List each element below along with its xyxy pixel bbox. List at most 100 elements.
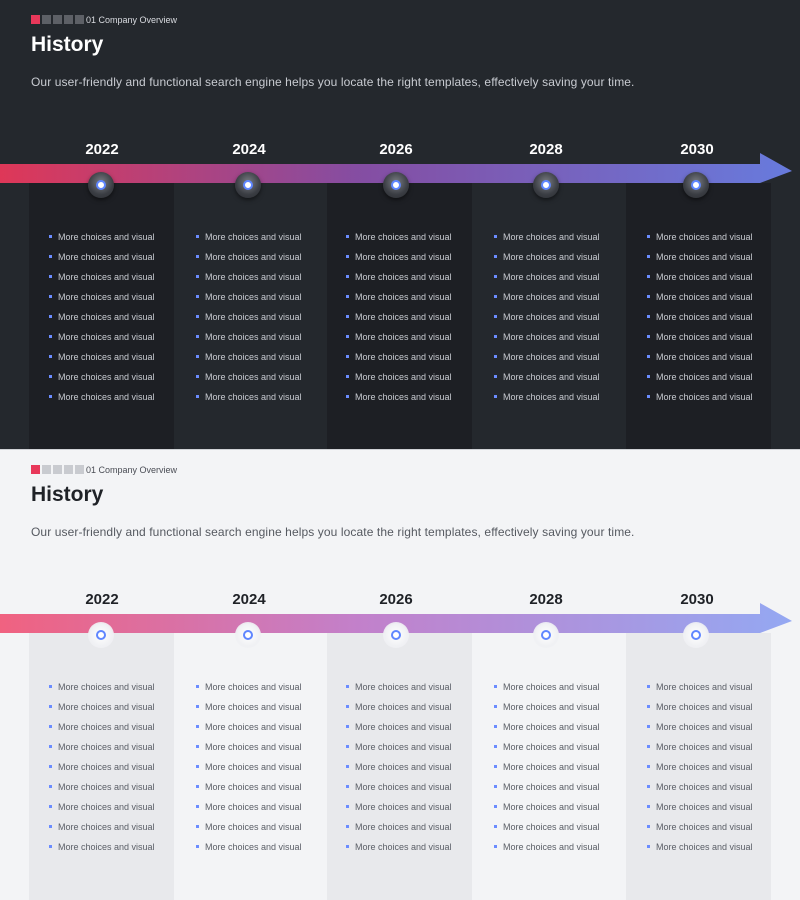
timeline-arrow xyxy=(0,603,792,633)
item-list: More choices and visual More choices and … xyxy=(494,682,639,862)
list-item: More choices and visual xyxy=(49,842,194,862)
list-item-text: More choices and visual xyxy=(656,802,753,812)
bullet-icon xyxy=(346,705,349,708)
list-item: More choices and visual xyxy=(49,332,194,352)
list-item: More choices and visual xyxy=(647,822,792,842)
list-item-text: More choices and visual xyxy=(58,782,155,792)
bullet-icon xyxy=(49,355,52,358)
timeline-column xyxy=(29,183,174,450)
list-item-text: More choices and visual xyxy=(355,782,452,792)
list-item-text: More choices and visual xyxy=(205,232,302,242)
list-item-text: More choices and visual xyxy=(503,702,600,712)
list-item-text: More choices and visual xyxy=(503,682,600,692)
list-item-text: More choices and visual xyxy=(656,332,753,342)
list-item: More choices and visual xyxy=(346,682,491,702)
year-label: 2022 xyxy=(85,141,119,158)
list-item-text: More choices and visual xyxy=(58,682,155,692)
section-label: 01 Company Overview xyxy=(86,465,178,475)
list-item: More choices and visual xyxy=(494,372,639,392)
bullet-icon xyxy=(196,825,199,828)
list-item: More choices and visual xyxy=(494,292,639,312)
list-item: More choices and visual xyxy=(494,742,639,762)
list-item: More choices and visual xyxy=(196,272,341,292)
bullet-icon xyxy=(647,335,650,338)
bullet-icon xyxy=(196,235,199,238)
bullet-icon xyxy=(494,765,497,768)
bullet-icon xyxy=(647,235,650,238)
list-item: More choices and visual xyxy=(494,272,639,292)
list-item-text: More choices and visual xyxy=(503,332,600,342)
bullet-icon xyxy=(346,235,349,238)
list-item-text: More choices and visual xyxy=(503,372,600,382)
timeline-marker xyxy=(235,622,261,648)
bullet-icon xyxy=(346,825,349,828)
list-item-text: More choices and visual xyxy=(656,742,753,752)
list-item-text: More choices and visual xyxy=(656,272,753,282)
list-item: More choices and visual xyxy=(494,842,639,862)
list-item: More choices and visual xyxy=(196,802,341,822)
list-item: More choices and visual xyxy=(49,702,194,722)
bullet-icon xyxy=(494,375,497,378)
list-item: More choices and visual xyxy=(346,762,491,782)
bullet-icon xyxy=(49,705,52,708)
bullet-icon xyxy=(494,785,497,788)
bullet-icon xyxy=(196,395,199,398)
progress-step xyxy=(64,465,73,474)
timeline-marker xyxy=(235,172,261,198)
bullet-icon xyxy=(346,785,349,788)
list-item-text: More choices and visual xyxy=(656,702,753,712)
list-item: More choices and visual xyxy=(647,332,792,352)
list-item: More choices and visual xyxy=(346,782,491,802)
bullet-icon xyxy=(494,745,497,748)
page-subtitle: Our user-friendly and functional search … xyxy=(31,525,635,539)
progress-step-active xyxy=(31,465,40,474)
list-item-text: More choices and visual xyxy=(503,802,600,812)
list-item: More choices and visual xyxy=(49,252,194,272)
progress-indicator xyxy=(31,15,84,24)
item-list: More choices and visual More choices and … xyxy=(49,682,194,862)
bullet-icon xyxy=(49,315,52,318)
list-item: More choices and visual xyxy=(49,822,194,842)
bullet-icon xyxy=(494,685,497,688)
list-item-text: More choices and visual xyxy=(656,232,753,242)
list-item: More choices and visual xyxy=(49,372,194,392)
timeline-column xyxy=(29,633,174,900)
list-item: More choices and visual xyxy=(196,722,341,742)
list-item-text: More choices and visual xyxy=(656,292,753,302)
bullet-icon xyxy=(346,275,349,278)
list-item: More choices and visual xyxy=(346,722,491,742)
list-item: More choices and visual xyxy=(196,822,341,842)
list-item: More choices and visual xyxy=(346,392,491,412)
list-item-text: More choices and visual xyxy=(656,252,753,262)
bullet-icon xyxy=(647,315,650,318)
list-item-text: More choices and visual xyxy=(58,272,155,282)
list-item: More choices and visual xyxy=(647,392,792,412)
list-item: More choices and visual xyxy=(494,702,639,722)
bullet-icon xyxy=(346,395,349,398)
timeline-marker xyxy=(533,622,559,648)
bullet-icon xyxy=(196,845,199,848)
bullet-icon xyxy=(647,255,650,258)
progress-step xyxy=(53,465,62,474)
bullet-icon xyxy=(346,845,349,848)
list-item: More choices and visual xyxy=(49,292,194,312)
list-item: More choices and visual xyxy=(196,782,341,802)
list-item-text: More choices and visual xyxy=(656,722,753,732)
bullet-icon xyxy=(647,745,650,748)
list-item-text: More choices and visual xyxy=(656,372,753,382)
bullet-icon xyxy=(196,685,199,688)
list-item-text: More choices and visual xyxy=(58,392,155,402)
bullet-icon xyxy=(196,335,199,338)
list-item: More choices and visual xyxy=(196,352,341,372)
slide-light: 01 Company Overview History Our user-fri… xyxy=(0,450,800,900)
list-item-text: More choices and visual xyxy=(58,742,155,752)
bullet-icon xyxy=(196,295,199,298)
list-item-text: More choices and visual xyxy=(355,312,452,322)
bullet-icon xyxy=(647,725,650,728)
bullet-icon xyxy=(647,705,650,708)
page-subtitle: Our user-friendly and functional search … xyxy=(31,75,635,89)
timeline-column xyxy=(327,633,472,900)
list-item-text: More choices and visual xyxy=(205,372,302,382)
list-item-text: More choices and visual xyxy=(205,312,302,322)
list-item-text: More choices and visual xyxy=(205,702,302,712)
